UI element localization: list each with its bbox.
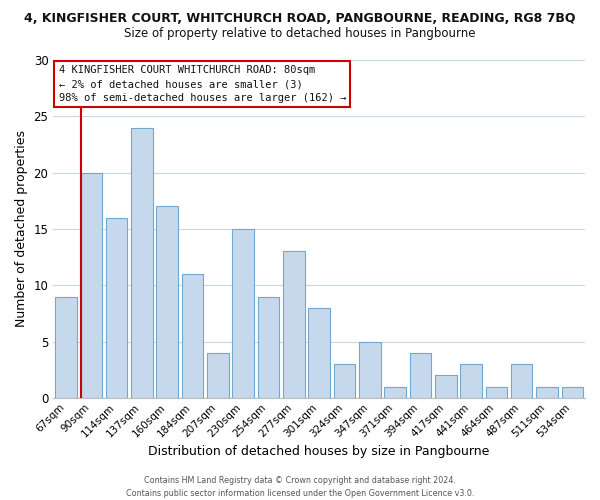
Text: 4 KINGFISHER COURT WHITCHURCH ROAD: 80sqm
← 2% of detached houses are smaller (3: 4 KINGFISHER COURT WHITCHURCH ROAD: 80sq…: [59, 65, 346, 103]
Text: 4, KINGFISHER COURT, WHITCHURCH ROAD, PANGBOURNE, READING, RG8 7BQ: 4, KINGFISHER COURT, WHITCHURCH ROAD, PA…: [24, 12, 576, 26]
Bar: [283, 252, 305, 398]
Bar: [511, 364, 532, 398]
Bar: [80, 172, 102, 398]
Bar: [258, 296, 279, 398]
Bar: [131, 128, 152, 398]
Bar: [485, 386, 507, 398]
Bar: [106, 218, 127, 398]
Bar: [385, 386, 406, 398]
Bar: [157, 206, 178, 398]
Bar: [334, 364, 355, 398]
Bar: [435, 376, 457, 398]
Bar: [359, 342, 380, 398]
Bar: [460, 364, 482, 398]
Bar: [232, 229, 254, 398]
X-axis label: Distribution of detached houses by size in Pangbourne: Distribution of detached houses by size …: [148, 444, 490, 458]
Y-axis label: Number of detached properties: Number of detached properties: [15, 130, 28, 328]
Bar: [536, 386, 558, 398]
Text: Contains HM Land Registry data © Crown copyright and database right 2024.
Contai: Contains HM Land Registry data © Crown c…: [126, 476, 474, 498]
Bar: [562, 386, 583, 398]
Bar: [410, 353, 431, 398]
Bar: [55, 296, 77, 398]
Bar: [308, 308, 330, 398]
Text: Size of property relative to detached houses in Pangbourne: Size of property relative to detached ho…: [124, 28, 476, 40]
Bar: [182, 274, 203, 398]
Bar: [207, 353, 229, 398]
